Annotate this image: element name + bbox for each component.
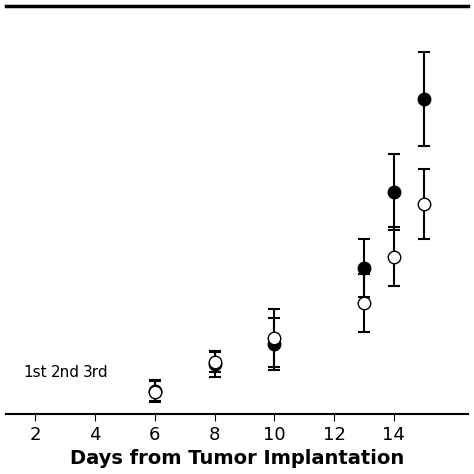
Text: 1st: 1st — [24, 365, 47, 380]
Text: 3rd: 3rd — [82, 365, 108, 380]
X-axis label: Days from Tumor Implantation: Days from Tumor Implantation — [70, 449, 404, 468]
Text: 2nd: 2nd — [51, 365, 80, 380]
